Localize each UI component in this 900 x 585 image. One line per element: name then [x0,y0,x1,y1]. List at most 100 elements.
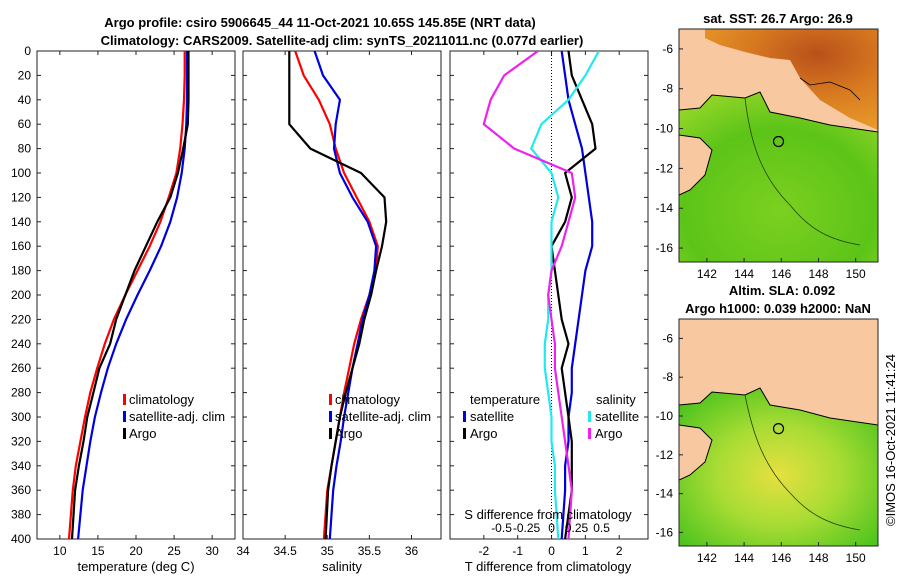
series-t-satellite [560,51,594,539]
legend-label-satellite: satellite-adj. clim [335,409,431,424]
temperature-axes-frame [36,50,236,540]
legend-swatch-argo [123,428,126,439]
x-tick-label: 15 [91,544,105,558]
y-tick-label: 240 [11,337,31,351]
sla-cape-york [679,425,712,480]
y-tick-label: 160 [11,239,31,253]
map-y-tick-label: -6 [662,42,673,56]
x-tick-label: 34.5 [273,544,297,558]
map-y-tick-label: -12 [656,161,674,175]
salinity-diff-axis-label: S difference from climatology [464,507,632,522]
copyright-label: ©IMOS 16-Oct-2021 11:41:24 [883,354,898,526]
y-tick-label: 300 [11,410,31,424]
x-tick-label: -1 [512,544,523,558]
y-tick-label: 260 [11,361,31,375]
y-tick-label: 100 [11,166,31,180]
map-x-tick-label: 146 [771,267,791,281]
x-tick-label: 2 [616,544,623,558]
legend-label-s-argo: Argo [595,426,622,441]
series-t-argo [550,51,597,539]
sst-map: sat. SST: 26.7 Argo: 26.9 -6 -8 -10 -12 -14 -… [656,11,879,281]
legend-label-satellite: satellite-adj. clim [129,409,225,424]
y-tick-label: 360 [11,483,31,497]
map-x-tick-label: 148 [808,267,828,281]
series-argo [288,51,388,539]
x-tick-label: -2 [479,544,490,558]
legend-label-t-satellite: satellite [470,409,514,424]
map-x-tick-label: 150 [846,267,866,281]
map-y-tick-label: -12 [656,448,674,462]
map-x-tick-label: 144 [734,267,754,281]
y-tick-label: 220 [11,312,31,326]
map-y-tick-label: -8 [662,370,673,384]
salinity-panel: 34 34.5 35 35.5 36 salinity climatology sate… [236,50,442,574]
y-tick-label: 340 [11,459,31,473]
y-tick-label: 320 [11,434,31,448]
sla-map-title-1: Altim. SLA: 0.092 [729,283,835,298]
map-y-tick-label: -6 [662,331,673,345]
legend-swatch-satellite [123,411,126,422]
sst-map-frame [678,28,879,263]
temperature-panel: 0 20 40 60 80 100 120 140 160 180 200 220 240 260 280 3… [11,44,236,574]
y-tick-label: 200 [11,288,31,302]
legend-label-argo: Argo [335,426,362,441]
title-line-1: Argo profile: csiro 5906645_44 11-Oct-20… [104,15,535,30]
difference-legend-salinity: salinity satellite Argo [588,392,639,441]
y-tick-label: 280 [11,386,31,400]
legend-title-temperature: temperature [470,392,540,407]
y-tick-label: 180 [11,264,31,278]
salinity-legend: climatology satellite-adj. clim Argo [329,392,431,441]
legend-swatch-climatology [123,394,126,405]
sla-map: Altim. SLA: 0.092 Argo h1000: 0.039 h200… [656,283,879,565]
x-tick-label: 10 [53,544,67,558]
series-argo [70,51,190,539]
sst-green-region [679,92,878,262]
sst-map-title: sat. SST: 26.7 Argo: 26.9 [703,11,853,26]
sst-warm-region [705,29,878,130]
legend-label-climatology: climatology [335,392,401,407]
legend-title-salinity: salinity [596,392,636,407]
map-x-tick-label: 150 [846,551,866,565]
map-x-tick-label: 148 [808,551,828,565]
legend-label-climatology: climatology [129,392,195,407]
map-y-tick-label: -14 [656,487,674,501]
x-tick-label: 30 [205,544,219,558]
argo-position-marker [772,423,785,435]
sla-coastline-north [679,387,878,426]
s-diff-tick-label: 0 [548,521,555,535]
y-tick-label: 400 [11,532,31,546]
legend-swatch-t-satellite [463,411,466,422]
sla-shelf-contour [744,394,861,531]
legend-label-argo: Argo [129,426,156,441]
sla-map-title-2: Argo h1000: 0.039 h2000: NaN [685,301,871,316]
x-tick-label: 36 [405,544,419,558]
salinity-xlabel: salinity [322,559,362,574]
x-tick-label: 35.5 [358,544,382,558]
x-tick-label: 20 [129,544,143,558]
x-tick-label: 1 [582,544,589,558]
legend-swatch-argo [329,428,332,439]
map-y-tick-label: -16 [656,525,674,539]
x-tick-label: 0 [548,544,555,558]
y-tick-label: 80 [18,142,32,156]
y-tick-label: 120 [11,190,31,204]
legend-label-t-argo: Argo [470,426,497,441]
sst-coastline-cape [679,134,713,196]
map-y-tick-label: -8 [662,82,673,96]
x-tick-label: 25 [167,544,181,558]
legend-swatch-climatology [329,394,332,405]
y-tick-label: 0 [24,44,31,58]
sla-map-field [679,319,878,546]
map-y-tick-label: -10 [656,122,674,136]
legend-swatch-s-argo [588,428,591,439]
series-s-argo [482,51,577,539]
legend-label-s-satellite: satellite [595,409,639,424]
series-climatology [67,51,186,539]
sst-coastline-north [679,91,878,133]
temperature-legend: climatology satellite-adj. clim Argo [123,392,225,441]
map-y-tick-label: -16 [656,241,674,255]
difference-xlabel: T difference from climatology [465,559,632,574]
legend-swatch-s-satellite [588,411,591,422]
sla-map-frame [678,318,879,547]
